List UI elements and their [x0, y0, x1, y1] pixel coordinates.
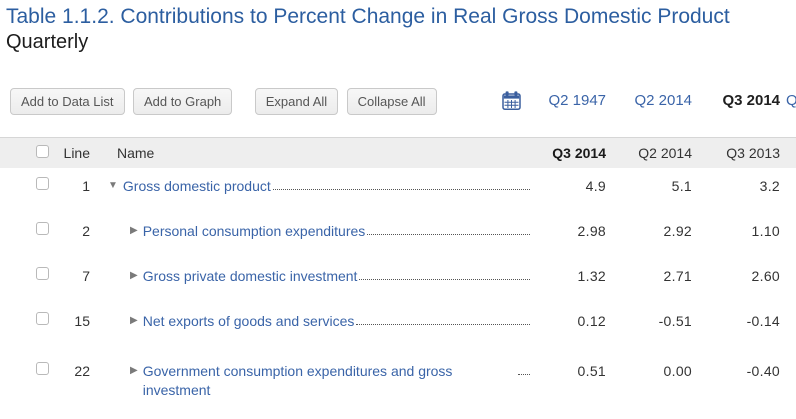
expand-toggle-icon[interactable]: ▶ — [130, 270, 138, 281]
select-all-cell — [0, 145, 62, 161]
table-row: 22 ▶ Government consumption expenditures… — [0, 353, 796, 400]
quarter-current: Q3 2014 — [722, 92, 780, 109]
table-header-row: Line Name Q3 2014 Q2 2014 Q3 2013 — [0, 137, 796, 168]
row-checkbox[interactable] — [36, 362, 49, 375]
table-row: 7 ▶ Gross private domestic investment 1.… — [0, 258, 796, 303]
value-q2-2014: 2.92 — [663, 223, 692, 239]
name-cell: ▶ Net exports of goods and services — [90, 311, 530, 331]
table-row: 1 ▼ Gross domestic product 4.9 5.1 3.2 — [0, 168, 796, 213]
column-header-name: Name — [117, 145, 155, 161]
expand-toggle-icon[interactable]: ▼ — [108, 180, 118, 191]
value-q3-2014: 0.12 — [577, 313, 606, 329]
row-select-cell — [0, 221, 62, 239]
expand-toggle-icon[interactable]: ▶ — [130, 225, 138, 236]
name-cell: ▼ Gross domestic product — [90, 176, 530, 196]
quarter-link-first[interactable]: Q2 1947 — [548, 92, 606, 109]
row-checkbox[interactable] — [36, 222, 49, 235]
row-select-cell — [0, 176, 62, 194]
expand-toggle-icon[interactable]: ▶ — [130, 315, 138, 326]
line-number: 22 — [74, 363, 90, 379]
value-q3-2014: 2.98 — [577, 223, 606, 239]
dotted-leader — [367, 234, 530, 235]
add-to-graph-button[interactable]: Add to Graph — [132, 88, 233, 115]
line-number: 2 — [82, 223, 90, 239]
page-title: Table 1.1.2. Contributions to Percent Ch… — [6, 5, 730, 28]
expand-toggle-icon[interactable]: ▶ — [130, 365, 138, 376]
column-header-q2-2014: Q2 2014 — [638, 145, 692, 161]
row-checkbox[interactable] — [36, 267, 49, 280]
series-name-link[interactable]: Government consumption expenditures and … — [142, 363, 453, 398]
dotted-leader — [359, 279, 530, 280]
name-cell: ▶ Personal consumption expenditures — [90, 221, 530, 241]
calendar-icon[interactable] — [502, 91, 521, 115]
expand-all-button[interactable]: Expand All — [254, 88, 339, 115]
table-body: 1 ▼ Gross domestic product 4.9 5.1 3.2 2… — [0, 168, 796, 400]
value-q3-2013: -0.40 — [746, 363, 780, 379]
series-name-link[interactable]: Personal consumption expenditures — [142, 223, 366, 239]
value-q2-2014: 0.00 — [663, 363, 692, 379]
table-row: 15 ▶ Net exports of goods and services 0… — [0, 303, 796, 353]
value-q3-2013: 2.60 — [751, 268, 780, 284]
collapse-all-button[interactable]: Collapse All — [346, 88, 437, 115]
dotted-leader — [356, 324, 530, 325]
row-select-cell — [0, 361, 62, 379]
add-to-data-list-button[interactable]: Add to Data List — [10, 88, 125, 115]
page-header: Table 1.1.2. Contributions to Percent Ch… — [0, 0, 796, 54]
name-cell: ▶ Gross private domestic investment — [90, 266, 530, 286]
value-q2-2014: 5.1 — [671, 178, 692, 194]
row-select-cell — [0, 311, 62, 329]
dotted-leader — [272, 189, 530, 190]
line-number: 15 — [74, 313, 90, 329]
toolbar: Add to Data List Add to Graph Expand All… — [0, 88, 796, 116]
line-number: 1 — [82, 178, 90, 194]
row-checkbox[interactable] — [36, 177, 49, 190]
line-number: 7 — [82, 268, 90, 284]
value-q3-2014: 4.9 — [585, 178, 606, 194]
table-row: 2 ▶ Personal consumption expenditures 2.… — [0, 213, 796, 258]
value-q2-2014: -0.51 — [658, 313, 692, 329]
series-name-link[interactable]: Net exports of goods and services — [142, 313, 355, 329]
value-q3-2013: -0.14 — [746, 313, 780, 329]
page-subtitle: Quarterly — [6, 31, 89, 53]
quarter-link-previous[interactable]: Q2 2014 — [634, 92, 692, 109]
name-cell: ▶ Government consumption expenditures an… — [90, 361, 530, 400]
series-name-link[interactable]: Gross domestic product — [122, 178, 271, 194]
column-header-q3-2013: Q3 2013 — [726, 145, 780, 161]
value-q2-2014: 2.71 — [663, 268, 692, 284]
select-all-checkbox[interactable] — [36, 145, 49, 158]
dotted-leader — [518, 374, 530, 375]
series-name-link[interactable]: Gross private domestic investment — [142, 268, 358, 284]
value-q3-2014: 1.32 — [577, 268, 606, 284]
column-header-q3-2014: Q3 2014 — [552, 145, 606, 161]
row-checkbox[interactable] — [36, 312, 49, 325]
value-q3-2013: 1.10 — [751, 223, 780, 239]
column-header-line: Line — [63, 145, 90, 161]
quarter-link-partial[interactable]: Q — [786, 92, 796, 109]
value-q3-2014: 0.51 — [577, 363, 606, 379]
row-select-cell — [0, 266, 62, 284]
value-q3-2013: 3.2 — [759, 178, 780, 194]
